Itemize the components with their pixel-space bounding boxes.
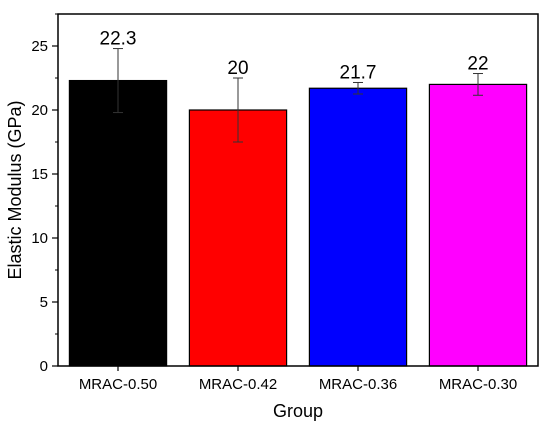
y-tick-label: 25 — [31, 38, 48, 55]
value-label: 22.3 — [100, 29, 137, 50]
bar-mrac-0-50 — [68, 79, 168, 367]
value-label: 22 — [467, 54, 488, 75]
bar-mrac-0-30 — [428, 83, 528, 367]
error-bar — [473, 73, 483, 96]
error-bar — [233, 77, 243, 143]
y-axis: 0 5 10 15 20 25 — [31, 13, 58, 375]
value-label: 21.7 — [340, 62, 377, 83]
value-labels-layer: 22.3 20 21.7 22 — [100, 29, 489, 84]
error-bar — [353, 81, 363, 95]
y-tick-label: 0 — [40, 358, 48, 375]
x-axis: MRAC-0.50 MRAC-0.42 MRAC-0.36 MRAC-0.30 — [79, 366, 517, 393]
x-tick-label: MRAC-0.42 — [199, 376, 277, 393]
bar-mrac-0-36 — [308, 87, 408, 367]
error-bar — [113, 48, 123, 114]
value-label: 20 — [227, 58, 248, 79]
bar-mrac-0-42 — [188, 109, 288, 367]
x-tick-label: MRAC-0.36 — [319, 376, 397, 393]
plot-frame — [57, 13, 539, 367]
y-tick-label: 10 — [31, 230, 48, 247]
error-bars-layer — [113, 48, 483, 143]
x-tick-label: MRAC-0.50 — [79, 376, 157, 393]
x-axis-title: Group — [273, 401, 323, 421]
y-axis-title: Elastic Modulus (GPa) — [5, 100, 25, 279]
x-tick-label: MRAC-0.30 — [439, 376, 517, 393]
y-tick-label: 15 — [31, 166, 48, 183]
bars-layer — [68, 79, 528, 367]
y-tick-label: 5 — [40, 294, 48, 311]
y-tick-label: 20 — [31, 102, 48, 119]
